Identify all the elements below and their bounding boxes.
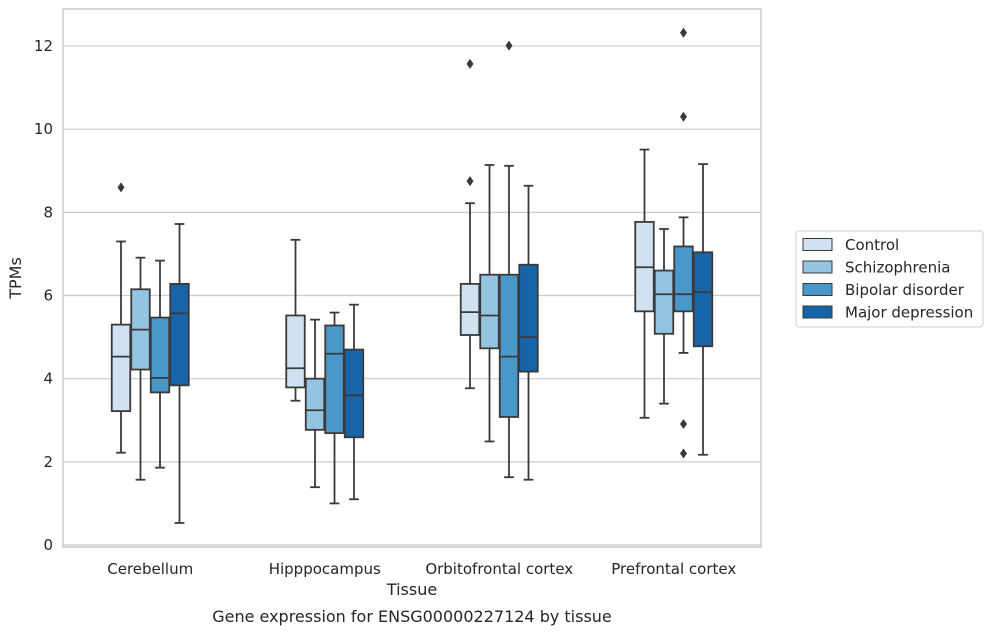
box-body [343,348,365,439]
y-tick-label: 6 [43,287,53,305]
box-body [673,245,694,313]
outlier-point [680,448,687,459]
series-schizophrenia [130,164,675,489]
legend-swatch [802,283,833,296]
box [459,58,481,390]
outlier-point [505,40,513,51]
x-tick-label: Hipppocampus [269,560,381,578]
y-tick-label: 0 [43,536,53,554]
box [130,256,151,481]
box [634,148,655,419]
box-body [692,251,714,348]
box [304,318,326,489]
box [518,184,539,481]
series-control [110,58,655,454]
box [343,303,365,501]
y-tick-labels: 0 2 4 6 8 10 12 [34,37,53,554]
series-bipolar-disorder [149,27,694,505]
box [110,182,132,454]
box [149,259,171,469]
box-body [149,316,171,394]
legend-label: Bipolar disorder [845,281,965,299]
plot-frame [62,8,762,548]
legend-swatch [802,260,833,274]
box [692,163,714,456]
legend-frame [795,230,984,328]
box-body [459,282,481,336]
box [324,311,345,505]
box [673,27,694,459]
series-major-depression [169,163,714,524]
box [285,238,306,402]
box-body [653,269,675,335]
box-body [304,377,326,431]
y-axis-label: TPMs [6,257,25,300]
box-series [110,27,714,524]
box-body [110,323,132,413]
outlier-point [466,58,474,69]
outlier-point [680,111,687,122]
box-body [518,263,539,373]
legend-label: Major depression [845,304,973,322]
box [498,40,520,479]
legend-swatch [802,238,833,251]
legend-label: Schizophrenia [845,259,950,277]
outlier-point [680,27,687,38]
y-tick-label: 4 [43,370,53,388]
box-body [324,324,345,435]
legend-label: Control [845,236,899,254]
y-tick-label: 12 [34,37,53,55]
x-tick-labels: Cerebellum Hipppocampus Orbitofrontal cort… [107,560,736,578]
box [653,228,675,405]
x-tick-label: Cerebellum [107,560,193,578]
y-tick-label: 2 [43,453,53,471]
box-body [169,282,190,387]
box [479,164,500,443]
outlier-point [117,182,125,193]
box-body [498,273,520,418]
box [169,223,190,524]
y-tick-label: 8 [43,203,53,221]
outlier-point [466,176,474,187]
legend: Control Schizophrenia Bipolar disorder Majo… [795,230,984,328]
y-tick-label: 10 [34,120,53,138]
box-body [285,314,306,389]
x-axis-label: Tissue [386,580,437,599]
outlier-point [680,419,687,430]
x-tick-label: Orbitofrontal cortex [425,560,573,578]
figure-caption: Gene expression for ENSG00000227124 by t… [212,607,612,626]
x-tick-label: Prefrontal cortex [611,560,736,578]
legend-swatch [802,305,833,319]
box-body [479,273,500,350]
